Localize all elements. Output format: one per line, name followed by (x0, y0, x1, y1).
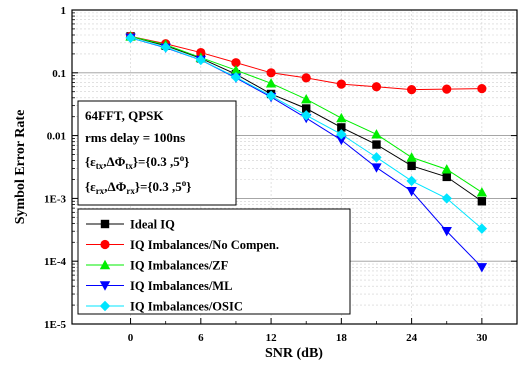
legend-swatch-marker (100, 239, 110, 250)
data-point (406, 152, 417, 162)
x-tick-label: 12 (266, 332, 278, 344)
data-point (476, 263, 488, 273)
data-point (371, 152, 382, 163)
data-point (336, 129, 347, 140)
legend-label: IQ Imbalances/No Compen. (130, 238, 279, 252)
legend-swatch-marker (99, 300, 111, 312)
legend-swatch-marker (99, 259, 111, 270)
axis-ticks: 1E-5 1E-4 1E-3 0.01 0.1 1 0 6 12 18 24 30 (44, 5, 517, 344)
data-point (266, 68, 276, 78)
data-point (371, 129, 382, 139)
y-tick-label: 1E-3 (44, 193, 67, 205)
data-point (371, 163, 382, 173)
data-point (265, 90, 277, 102)
data-point (371, 82, 382, 92)
x-tick-label: 24 (406, 332, 418, 344)
annotation-line-4: {εrx,ΔΦrx}={0.3 ,5o} (85, 178, 191, 196)
data-point (301, 110, 312, 121)
data-point (372, 140, 381, 149)
data-point (477, 84, 487, 94)
data-point (477, 197, 487, 206)
legend-swatch-marker (99, 281, 111, 291)
data-point (407, 85, 417, 95)
y-axis-title: Symbol Error Rate (13, 110, 28, 225)
data-point (406, 187, 417, 197)
data-point (336, 135, 347, 146)
legend-item: IQ Imbalances/ML (86, 279, 232, 293)
series-layer (125, 31, 488, 273)
x-tick-label: 0 (128, 332, 134, 344)
data-point (337, 123, 346, 132)
data-point (442, 84, 452, 94)
annotation-line-2: rms delay = 100ns (85, 130, 185, 145)
legend: Ideal IQ IQ Imbalances/No Compen. IQ Imbal… (77, 208, 351, 315)
series-4 (125, 32, 488, 234)
data-point (441, 193, 452, 204)
annotation-frame (77, 100, 237, 206)
annotation-line-1: 64FFT, QPSK (85, 108, 164, 123)
data-point (230, 65, 242, 75)
annotation-line-3: {εtx,ΔΦtx}={0.3 ,5o} (85, 153, 189, 171)
legend-item: IQ Imbalances/No Compen. (86, 238, 279, 252)
x-tick-label: 6 (198, 332, 204, 344)
y-tick-label: 1 (61, 5, 67, 17)
data-point (441, 227, 452, 237)
data-point (195, 54, 207, 66)
data-point (407, 161, 416, 171)
data-point (231, 58, 241, 68)
x-tick-label: 18 (336, 332, 348, 344)
legend-label: IQ Imbalances/ZF (130, 259, 229, 273)
data-point (301, 93, 312, 104)
y-tick-label: 1E-5 (44, 319, 67, 331)
legend-label: IQ Imbalances/ML (130, 279, 232, 293)
y-tick-label: 0.1 (52, 68, 66, 80)
data-point (336, 112, 347, 123)
legend-item: IQ Imbalances/OSIC (86, 300, 243, 314)
x-tick-label: 30 (476, 332, 488, 344)
data-point (265, 78, 277, 88)
data-point (476, 187, 488, 197)
data-point (302, 104, 311, 113)
legend-label: Ideal IQ (130, 218, 175, 232)
data-point (476, 223, 488, 234)
legend-frame (77, 208, 351, 315)
y-tick-label: 0.01 (47, 131, 66, 143)
data-point (160, 42, 171, 53)
legend-items: Ideal IQ IQ Imbalances/No Compen. IQ Imbal… (86, 218, 279, 314)
legend-item: Ideal IQ (86, 218, 175, 232)
data-point (441, 164, 452, 174)
data-point (230, 72, 242, 83)
data-point (442, 172, 451, 182)
legend-label: IQ Imbalances/OSIC (130, 300, 243, 314)
data-point (406, 175, 417, 187)
legend-swatch-marker (100, 219, 110, 229)
annotation-box: 64FFT, QPSK rms delay = 100ns {εtx,ΔΦtx}… (77, 100, 237, 206)
data-point (125, 32, 136, 44)
data-point (301, 73, 311, 83)
legend-item: IQ Imbalances/ZF (86, 259, 229, 273)
x-axis-title: SNR (dB) (265, 346, 323, 361)
y-tick-label: 1E-4 (44, 256, 67, 268)
plot-frame (71, 9, 518, 325)
data-point (336, 79, 346, 89)
